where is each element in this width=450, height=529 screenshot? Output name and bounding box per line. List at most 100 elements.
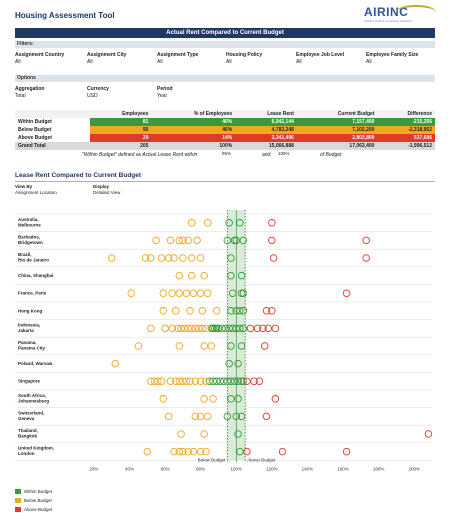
below-budget-dot [177,324,185,333]
category-label: Brazil, Rio de Janeiro [18,252,49,263]
option-currency[interactable]: USD [87,93,98,99]
app-title: Housing Assessment Tool [15,11,115,20]
below-budget-dot [172,307,180,315]
above-budget-dot [268,307,276,315]
within-high-threshold[interactable]: 105% [278,151,290,156]
within-budget-dot [209,377,217,385]
option-label: Aggregation [15,86,45,92]
within-budget-dot [236,307,244,315]
below-budget-dot [179,447,187,456]
above-budget-dot [268,219,276,227]
category-label: China, Shanghai [18,273,53,278]
within-budget-dot [227,271,235,280]
below-budget-dot [204,289,212,297]
table-row: Above Budget 29 14% 3,341,496 2,803,800 … [15,134,435,142]
below-budget-dot [134,342,143,350]
view-by-label: View By [15,184,33,189]
below-budget-dot [196,289,205,297]
cell-budget: 2,803,800 [296,134,378,142]
legend-below: Below Budget [24,498,52,503]
below-budget-dot [196,447,205,456]
within-budget-dot [234,359,242,368]
x-tick-label: 120% [266,466,278,471]
filter-housing-policy[interactable]: All [226,59,232,65]
column-header: Difference [377,110,435,118]
within-budget-dot [227,307,235,315]
above-budget-dot [269,254,278,262]
below-budget-dot [184,324,192,333]
x-tick-label: 20% [89,466,98,471]
below-budget-dot [191,412,200,421]
option-period[interactable]: Year [157,93,168,99]
column-header [15,110,91,118]
within-budget-dot [228,324,237,333]
below-budget-dot [175,271,184,280]
cell-rent: 3,341,496 [235,134,297,142]
above-budget-dot [246,324,255,333]
above-budget-dot [362,236,370,245]
cell-employees: 81 [90,118,152,126]
within-budget-dot [214,324,223,333]
logo-tagline: Mobility Data & Consulting Solutions [364,19,413,23]
below-budget-dot [198,324,207,333]
within-budget-dot [237,342,246,350]
chart-section-title: Lease Rent Compared to Current Budget [15,172,142,179]
below-budget-dot [154,377,162,385]
column-header: Lease Rent [235,110,297,118]
within-budget-dot [228,289,237,297]
filter-employee-job-level[interactable]: All [296,59,302,65]
within-budget-dot [218,324,226,333]
table-row-total: Grand Total 205 100% 15,066,888 17,063,4… [15,142,435,150]
option-aggregation[interactable]: Total [15,93,26,99]
above-budget-dot [342,289,351,297]
app-header: Housing Assessment Tool AIRINC Mobility … [0,0,450,28]
below-budget-dot [196,412,205,421]
within-low-threshold[interactable]: 95% [222,151,232,156]
budget-summary-table: Employees % of Employees Lease Rent Curr… [15,110,435,150]
above-budget-dot [271,395,280,403]
within-budget-dot [225,324,233,333]
above-budget-dot [264,324,273,333]
category-label: Indonesia, Jakarta [18,322,40,333]
view-by-value[interactable]: Assignment Location [15,190,57,195]
filter-employee-family-size[interactable]: All [366,59,372,65]
filter-assignment-type[interactable]: All [157,59,163,65]
below-budget-dot [170,447,178,456]
legend-above: Above Budget [24,507,53,512]
within-budget-dot [239,307,248,315]
below-budget-dot [159,307,168,315]
below-budget-dot [198,307,207,315]
below-budget-dot [195,324,203,333]
category-label: Poland, Warsaw [18,361,53,366]
display-value[interactable]: Detailed View [93,190,121,195]
column-header: Current Budget [296,110,378,118]
below-budget-dot [168,324,176,333]
cell-budget: 17,063,400 [296,142,378,150]
filter-label: Employee Family Size [366,52,419,58]
cell-diff: -1,996,512 [377,142,435,150]
above-budget-dot [262,307,271,315]
filter-assignment-city[interactable]: All [87,59,93,65]
below-budget-dot [179,236,187,245]
chart-divider [15,181,435,182]
below-budget-dot [189,289,198,297]
within-budget-dot [223,377,232,385]
option-label: Currency [87,86,109,92]
filter-assignment-country[interactable]: All [15,59,21,65]
below-budget-dot [204,412,212,421]
below-budget-dot [186,307,194,315]
within-budget-dot [223,236,232,245]
below-budget-dot [193,236,201,245]
within-budget-dot [227,342,235,350]
category-label: Thailand, Bangkok [18,428,38,439]
below-budget-dot [182,377,191,385]
definition-suffix: of Budget [320,152,342,158]
below-budget-dot [157,377,166,385]
category-label: Australia, Melbourne [18,217,41,228]
legend-swatch-within [15,489,21,494]
below-budget-dot [204,219,212,227]
below-budget-dot [175,342,184,350]
within-budget-dot [225,219,233,227]
within-budget-definition: "Within Budget" defined as Actual Lease … [82,152,198,158]
below-budget-dot [147,254,155,262]
